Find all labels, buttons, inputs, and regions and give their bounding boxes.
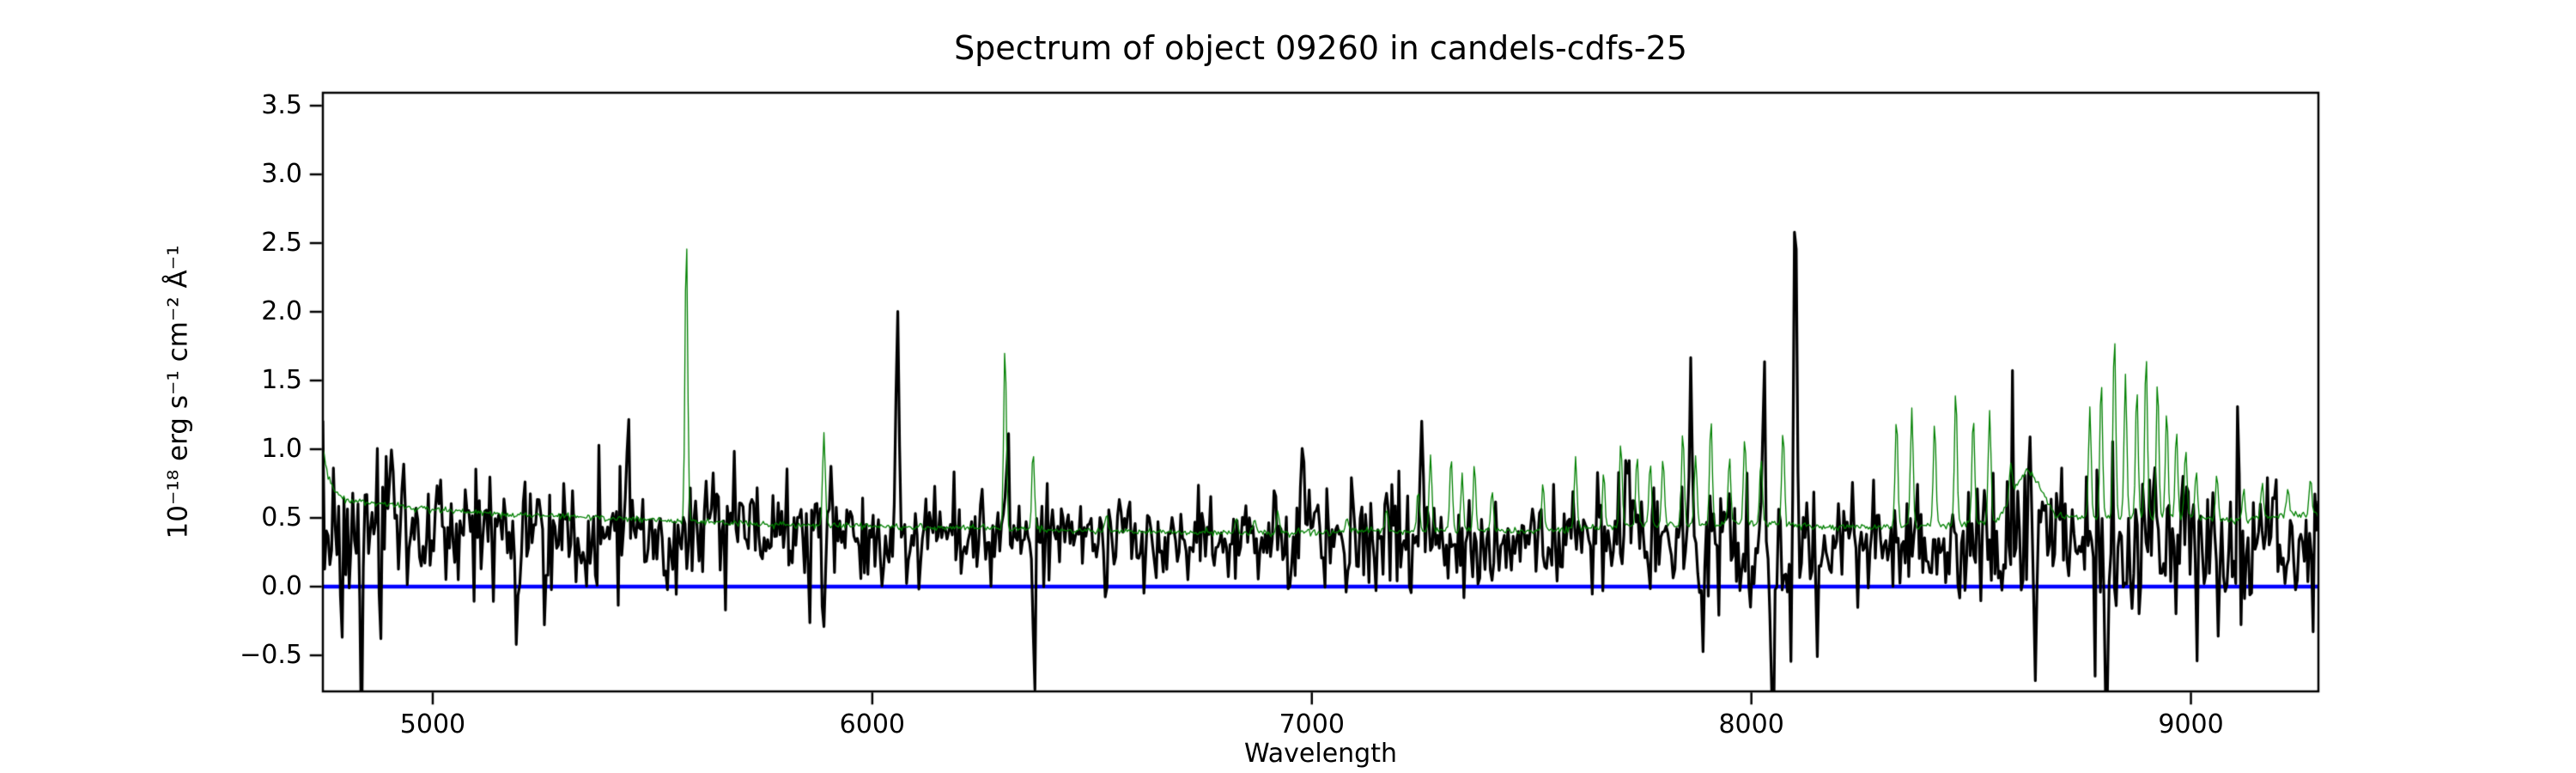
x-axis-label: Wavelength: [1244, 739, 1397, 769]
x-tick-label: 8000: [1718, 709, 1784, 740]
x-tick-label: 9000: [2158, 709, 2224, 740]
y-tick-label: 3.5: [261, 90, 302, 121]
y-tick-label: 1.5: [261, 365, 302, 396]
y-tick-label: 2.5: [261, 228, 302, 259]
x-tick-label: 5000: [399, 709, 466, 740]
y-tick-label: 1.0: [261, 434, 302, 465]
y-tick-label: −0.5: [240, 640, 302, 670]
y-tick-label: 2.0: [261, 296, 302, 327]
y-tick-label: 0.5: [261, 502, 302, 533]
plot-title: Spectrum of object 09260 in candels-cdfs…: [954, 29, 1687, 67]
y-tick-label: 3.0: [261, 159, 302, 190]
y-tick-label: 0.0: [261, 571, 302, 601]
x-tick-label: 6000: [839, 709, 906, 740]
x-tick-label: 7000: [1279, 709, 1345, 740]
